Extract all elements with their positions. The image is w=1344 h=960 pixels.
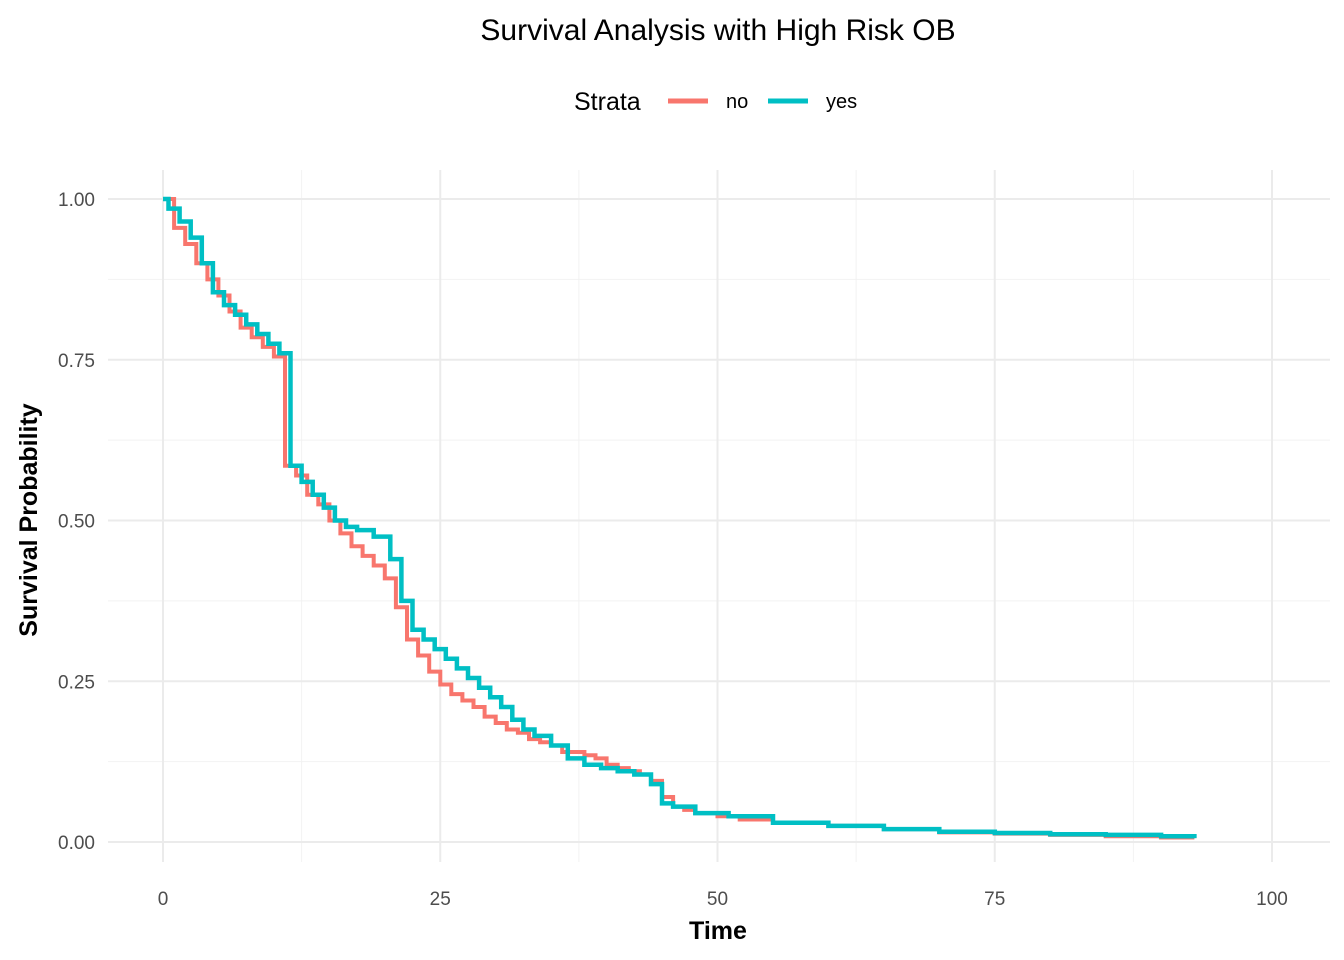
y-tick-label: 1.00 <box>58 190 95 211</box>
x-tick-label: 25 <box>430 889 451 910</box>
x-tick-label: 100 <box>1256 889 1288 910</box>
y-tick-label: 0.25 <box>58 672 95 693</box>
series-line-yes <box>163 196 1197 839</box>
legend-label-no: no <box>726 91 748 113</box>
legend-title: Strata <box>574 88 641 116</box>
y-tick-label: 0.75 <box>58 351 95 372</box>
grid <box>108 170 1330 862</box>
y-tick-label: 0.50 <box>58 512 95 533</box>
legend-label-yes: yes <box>826 91 857 113</box>
legend: Strata no yes <box>574 88 857 116</box>
x-axis-title: Time <box>689 917 747 945</box>
x-tick-label: 0 <box>158 889 169 910</box>
x-tick-label: 75 <box>984 889 1005 910</box>
series-line-no <box>163 197 1197 840</box>
y-tick-label: 0.00 <box>58 833 95 854</box>
tick-labels: 0 25 50 75 100 0.00 0.25 0.50 0.75 1.00 <box>58 190 1288 910</box>
plot-lines <box>163 196 1197 840</box>
y-axis-title: Survival Probability <box>15 403 43 637</box>
chart-title: Survival Analysis with High Risk OB <box>480 14 955 47</box>
x-tick-label: 50 <box>707 889 728 910</box>
